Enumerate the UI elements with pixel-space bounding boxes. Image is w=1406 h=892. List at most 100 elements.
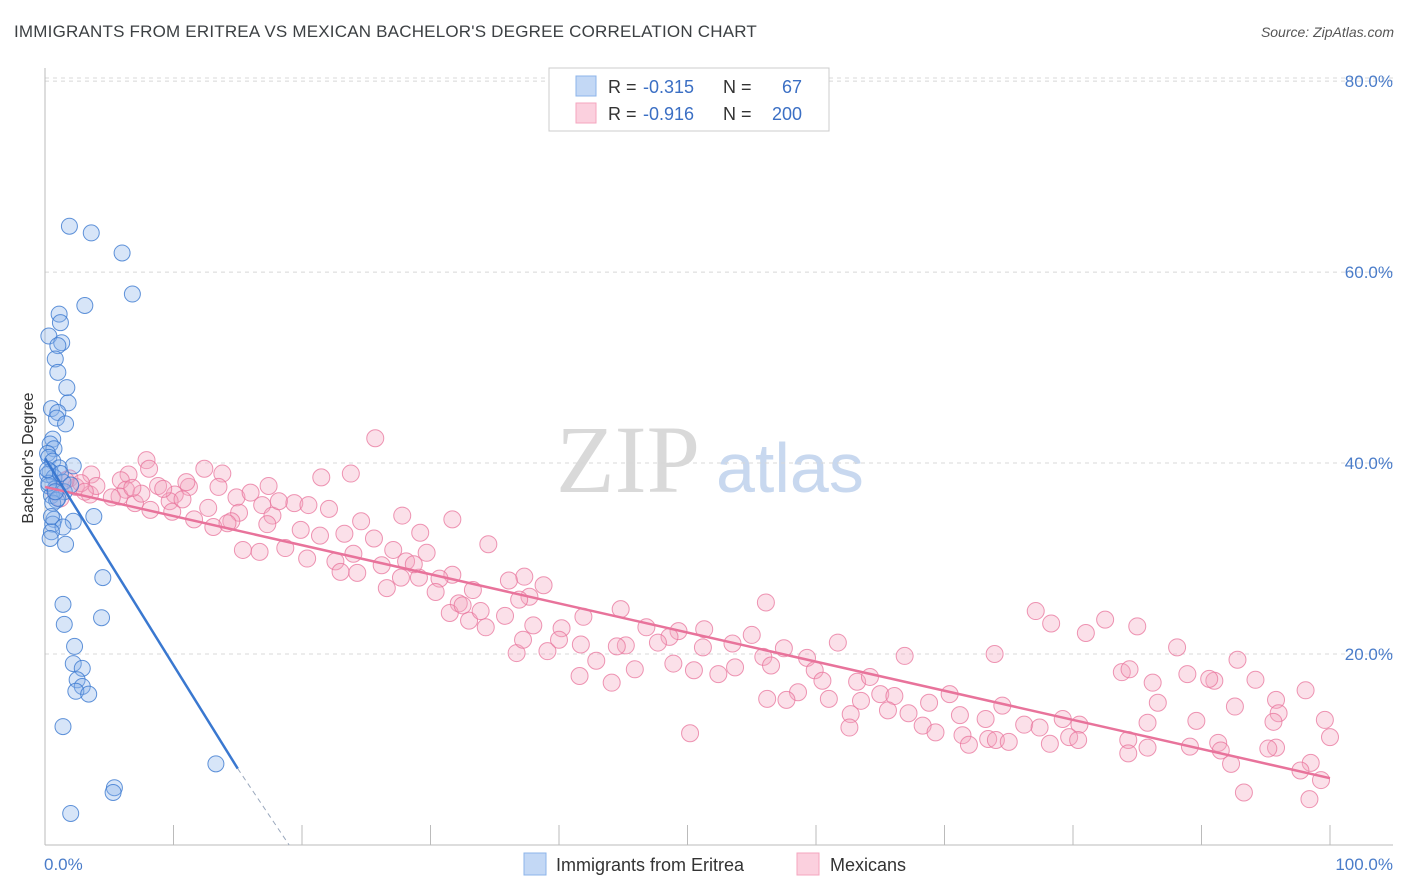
mexicans-point: [479, 535, 498, 554]
mexicans-point: [1148, 693, 1167, 712]
mexicans-point: [550, 630, 568, 649]
mexicans-point: [851, 691, 870, 710]
mexicans-point: [813, 671, 832, 690]
mexicans-point: [116, 480, 135, 499]
legend-swatch-mexicans: [575, 102, 597, 124]
mexicans-point: [299, 496, 318, 515]
mexicans-point: [352, 512, 371, 531]
mexicans-point: [1246, 670, 1265, 689]
eritrea-point: [41, 529, 59, 547]
mexicans-point: [1069, 730, 1088, 749]
mexicans-point: [1321, 728, 1339, 747]
y-tick-label-0: 20.0%: [1345, 645, 1393, 664]
mexicans-point: [1259, 739, 1278, 758]
mexicans-point: [471, 602, 490, 621]
x-tick-label-1: 100.0%: [1335, 855, 1393, 874]
mexicans-point: [979, 730, 998, 749]
mexicans-point: [177, 473, 196, 492]
mexicans-point: [602, 673, 621, 692]
mexicans-point: [1228, 650, 1247, 669]
mexicans-point: [1267, 690, 1286, 709]
x-tick-label-0: 0.0%: [44, 855, 83, 874]
mexicans-point: [985, 645, 1004, 664]
eritrea-point: [49, 363, 67, 381]
mexicans-point: [364, 529, 383, 548]
mexicans-point: [524, 616, 543, 635]
bottom-legend-eritrea: Immigrants from Eritrea: [556, 855, 745, 875]
eritrea-trend-line: [43, 457, 239, 770]
mexicans-point: [570, 666, 589, 685]
eritrea-point: [42, 508, 60, 526]
mexicans-point: [1234, 783, 1253, 802]
mexicans-point: [258, 515, 277, 534]
eritrea-point: [64, 655, 82, 673]
mexicans-point: [841, 705, 860, 724]
mexicans-point: [693, 638, 712, 657]
eritrea-point: [40, 474, 58, 492]
eritrea-trend-extension: [237, 768, 290, 846]
mexicans-point: [411, 523, 430, 542]
mexicans-point: [195, 459, 214, 478]
eritrea-point: [113, 244, 131, 262]
eritrea-point: [46, 350, 64, 368]
mexicans-point: [1143, 673, 1162, 692]
mexicans-point: [344, 544, 363, 563]
mexicans-point: [1300, 790, 1319, 809]
mexicans-point: [132, 484, 151, 503]
mexicans-point: [298, 549, 317, 568]
legend-n-label-mexicans: N =: [723, 104, 752, 124]
eritrea-point: [54, 718, 72, 736]
watermark-zip: ZIP: [556, 406, 700, 513]
eritrea-point: [64, 512, 82, 530]
mexicans-point: [899, 704, 918, 723]
axes: [44, 68, 1393, 846]
mexicans-point: [515, 567, 534, 586]
eritrea-point: [51, 314, 69, 332]
mexicans-point: [331, 562, 350, 581]
mexicans-point: [514, 630, 533, 649]
eritrea-point: [60, 217, 78, 235]
series-legend: Immigrants from Eritrea Mexicans: [523, 852, 906, 876]
eritrea-point: [49, 337, 67, 355]
mexicans-point: [726, 658, 745, 677]
stats-legend: R = -0.315 N = 67 R = -0.916 N = 200: [548, 67, 830, 132]
eritrea-point: [123, 285, 141, 303]
eritrea-point: [48, 409, 66, 427]
mexicans-point: [1267, 738, 1286, 757]
mexicans-point: [552, 619, 571, 638]
mexicans-point: [571, 635, 590, 654]
mexicans-point: [426, 582, 445, 601]
mexicans-point: [173, 490, 192, 509]
y-tick-labels: 20.0% 40.0% 60.0% 80.0%: [1345, 72, 1393, 664]
mexicans-point: [1187, 711, 1206, 730]
mexicans-point: [1315, 710, 1334, 729]
mexicans-point: [393, 506, 412, 525]
eritrea-point: [64, 457, 82, 475]
mexicans-point: [1138, 713, 1157, 732]
mexicans-point: [1120, 660, 1139, 679]
mexicans-point: [1225, 697, 1244, 716]
mexicans-point: [233, 540, 252, 559]
mexicans-point: [1301, 753, 1320, 772]
eritrea-point: [85, 508, 103, 526]
mexicans-point: [1138, 738, 1157, 757]
eritrea-point: [67, 682, 85, 700]
mexicans-point: [335, 524, 354, 543]
mexicans-point: [291, 520, 310, 539]
y-tick-label-1: 40.0%: [1345, 454, 1393, 473]
mexicans-point: [1178, 665, 1197, 684]
mexicans-point: [285, 494, 304, 513]
eritrea-point: [94, 569, 112, 587]
mexicans-point: [1168, 638, 1187, 657]
mexicans-point: [976, 709, 995, 728]
mexicans-point: [607, 637, 626, 656]
chart-title: IMMIGRANTS FROM ERITREA VS MEXICAN BACHE…: [14, 22, 757, 41]
mexicans-point: [860, 667, 879, 686]
eritrea-point: [58, 379, 76, 397]
mexicans-point: [1128, 617, 1147, 636]
mexicans-point: [534, 576, 553, 595]
x-tick-labels: 0.0% 100.0%: [44, 855, 1393, 874]
mexicans-point: [71, 474, 90, 493]
bottom-swatch-eritrea: [523, 852, 547, 876]
